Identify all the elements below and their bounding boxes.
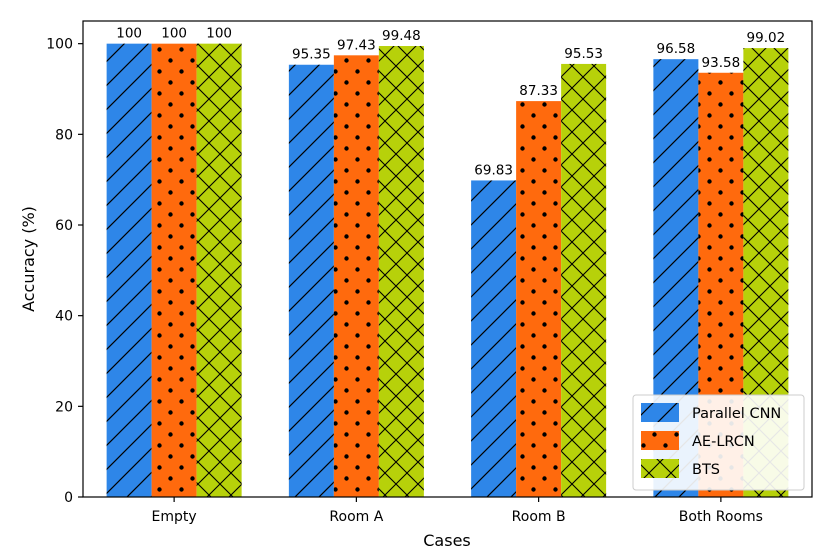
data-label-bts-both-rooms: 99.02 bbox=[747, 30, 786, 46]
x-tick-label: Both Rooms bbox=[679, 509, 763, 525]
legend-swatch-hatch-bts bbox=[641, 459, 679, 478]
data-label-bts-room-a: 99.48 bbox=[382, 28, 421, 44]
legend-label-bts: BTS bbox=[692, 462, 720, 478]
bar-hatch-ae-lrcn-room-a bbox=[333, 55, 379, 498]
data-label-parallel-cnn-empty: 100 bbox=[116, 26, 142, 42]
axes-frame bbox=[82, 20, 813, 498]
data-label-ae-lrcn-room-b: 87.33 bbox=[519, 83, 558, 99]
x-tick-label: Empty bbox=[152, 509, 197, 525]
data-label-bts-room-b: 95.53 bbox=[564, 46, 603, 62]
bar-hatch-bts-room-a bbox=[378, 46, 424, 498]
y-tick-label: 100 bbox=[46, 37, 73, 53]
legend: Parallel CNN AE-LRCN BTS bbox=[632, 394, 805, 491]
y-tick-label: 20 bbox=[55, 399, 73, 415]
bars-group bbox=[106, 43, 789, 498]
bar-hatch-ae-lrcn-empty bbox=[151, 43, 197, 498]
bar-hatch-bts-room-b bbox=[561, 63, 607, 498]
bar-hatch-bts-empty bbox=[196, 43, 242, 498]
legend-swatch-hatch-parallel-cnn bbox=[641, 403, 679, 422]
x-axis-ticks: Empty Room A Room B Both Rooms bbox=[152, 497, 763, 525]
y-tick-label: 0 bbox=[64, 490, 73, 506]
data-label-ae-lrcn-room-a: 97.43 bbox=[337, 37, 376, 53]
plot-area: 100 100 100 95.35 97.43 99.48 69.83 87.33 95.53 9… bbox=[46, 20, 813, 525]
data-label-ae-lrcn-empty: 100 bbox=[161, 26, 187, 42]
y-tick-label: 80 bbox=[55, 127, 73, 143]
data-labels-group: 100 100 100 95.35 97.43 99.48 69.83 87.33 95.53 9… bbox=[116, 26, 785, 179]
y-axis-ticks: 0 20 40 60 80 100 bbox=[46, 37, 83, 506]
x-tick-label: Room B bbox=[512, 509, 566, 525]
bar-hatch-parallel-cnn-room-b bbox=[471, 180, 517, 498]
legend-label-parallel-cnn: Parallel CNN bbox=[692, 406, 781, 422]
y-tick-label: 60 bbox=[55, 218, 73, 234]
legend-swatch-hatch-ae-lrcn bbox=[641, 431, 679, 450]
x-axis-label: Cases bbox=[423, 531, 471, 550]
data-label-parallel-cnn-room-b: 69.83 bbox=[474, 162, 513, 178]
bar-hatch-ae-lrcn-room-b bbox=[516, 101, 562, 497]
y-tick-label: 40 bbox=[55, 309, 73, 325]
bar-hatch-parallel-cnn-room-a bbox=[288, 64, 334, 497]
bar-hatch-parallel-cnn-empty bbox=[106, 43, 152, 498]
data-label-bts-empty: 100 bbox=[206, 26, 232, 42]
data-label-parallel-cnn-room-a: 95.35 bbox=[292, 47, 331, 63]
x-tick-label: Room A bbox=[329, 509, 383, 525]
y-axis-label: Accuracy (%) bbox=[19, 206, 38, 312]
legend-label-ae-lrcn: AE-LRCN bbox=[692, 434, 755, 450]
data-label-parallel-cnn-both-rooms: 96.58 bbox=[657, 41, 696, 57]
data-label-ae-lrcn-both-rooms: 93.58 bbox=[702, 55, 741, 71]
